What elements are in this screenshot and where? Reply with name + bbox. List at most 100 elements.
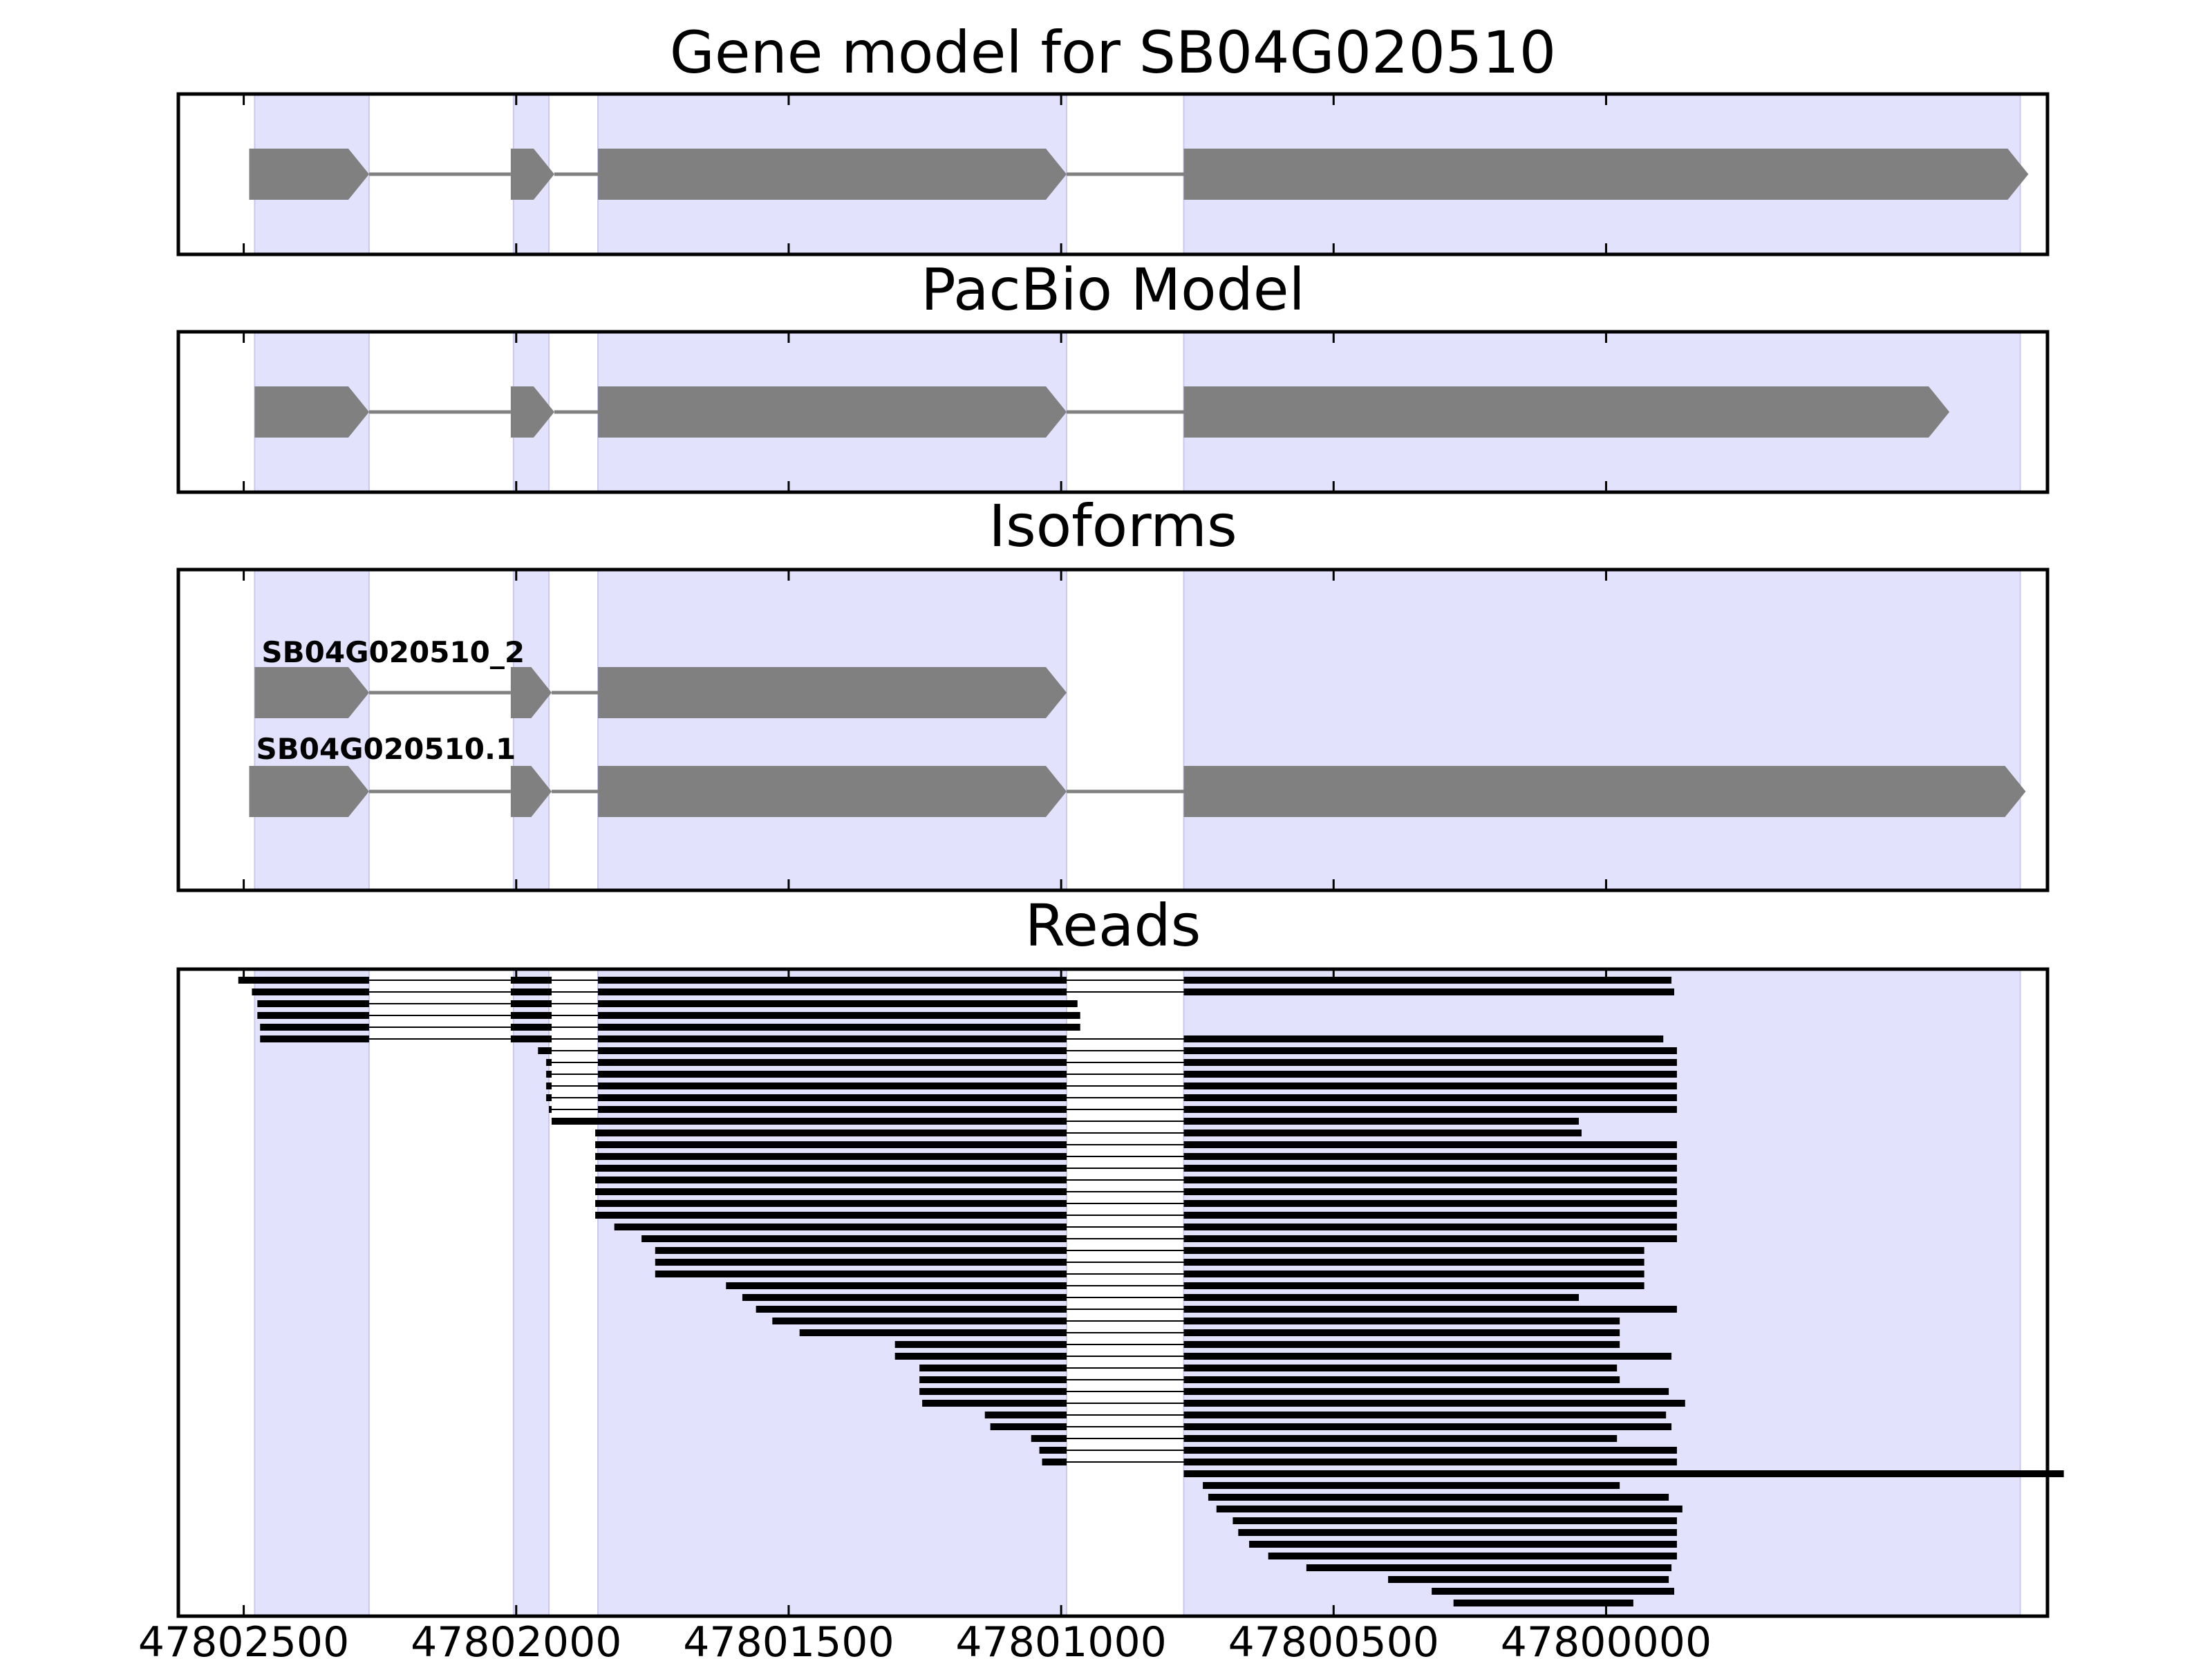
- read-block: [1183, 988, 1674, 995]
- read-block: [894, 1353, 1067, 1360]
- read: [595, 1177, 1677, 1183]
- read-block: [1183, 1329, 1620, 1336]
- read: [546, 1059, 1677, 1066]
- read: [1268, 1553, 1677, 1559]
- read-block: [260, 1024, 369, 1031]
- x-tick-label: 47801000: [955, 1618, 1166, 1659]
- shaded-exon-region: [512, 569, 550, 891]
- read: [894, 1341, 1620, 1348]
- read-block: [1208, 1494, 1669, 1501]
- read-block: [1183, 1059, 1677, 1066]
- exon-arrow: [510, 386, 554, 438]
- read-block: [1183, 1094, 1677, 1101]
- read-block: [1183, 1177, 1677, 1183]
- read-block: [598, 1082, 1067, 1089]
- isoform-label: SB04G020510_2: [261, 635, 525, 669]
- exon-arrow: [598, 386, 1067, 438]
- axes-frame: [176, 92, 2050, 256]
- read-block: [1183, 1470, 2064, 1477]
- read: [919, 1376, 1620, 1383]
- x-tick-label: 47800000: [1501, 1618, 1712, 1659]
- read-block: [552, 1118, 1067, 1125]
- panel-title: Gene model for SB04G020510: [670, 19, 1556, 86]
- read-block: [1216, 1506, 1683, 1512]
- shaded-exon-region: [512, 968, 550, 1617]
- shaded-exon-region: [597, 968, 1067, 1617]
- read: [595, 1188, 1677, 1195]
- read-block: [772, 1318, 1067, 1324]
- read-block: [538, 1047, 552, 1054]
- read: [772, 1318, 1620, 1324]
- read-block: [1183, 1247, 1644, 1254]
- read-block: [549, 1106, 552, 1113]
- shaded-exon-region: [597, 569, 1067, 891]
- read: [538, 1047, 1677, 1054]
- exon-arrow: [249, 766, 369, 817]
- read-block: [984, 1412, 1067, 1418]
- read: [546, 1082, 1677, 1089]
- exon-arrow: [1183, 766, 2026, 817]
- read-block: [598, 1000, 1078, 1007]
- read-block: [1183, 977, 1672, 984]
- read-block: [510, 1035, 552, 1042]
- read-block: [919, 1388, 1067, 1395]
- read-block: [614, 1224, 1067, 1230]
- read-block: [919, 1376, 1067, 1383]
- read-block: [1183, 1294, 1580, 1301]
- read-block: [598, 1094, 1067, 1101]
- read: [641, 1235, 1677, 1242]
- read-block: [510, 1012, 552, 1019]
- read-block: [598, 1059, 1067, 1066]
- read-block: [1249, 1541, 1677, 1548]
- read-block: [595, 1188, 1067, 1195]
- read-block: [641, 1235, 1067, 1242]
- read: [595, 1212, 1677, 1219]
- read-block: [238, 977, 369, 984]
- read-block: [1183, 1118, 1580, 1125]
- read-block: [894, 1341, 1067, 1348]
- read-block: [1183, 1341, 1620, 1348]
- read-block: [1183, 1165, 1677, 1172]
- read: [546, 1094, 1677, 1101]
- read-block: [595, 1153, 1067, 1160]
- read-block: [756, 1306, 1067, 1313]
- read-block: [598, 1012, 1080, 1019]
- read-block: [257, 1000, 369, 1007]
- read-block: [598, 1047, 1067, 1054]
- read-block: [1432, 1588, 1674, 1595]
- read-block: [1183, 1130, 1582, 1136]
- axes-frame: [176, 967, 2050, 1618]
- exon-arrow: [510, 149, 554, 200]
- read-block: [1183, 1353, 1672, 1360]
- read-block: [598, 1106, 1067, 1113]
- read: [1306, 1564, 1672, 1571]
- read: [742, 1294, 1580, 1301]
- axes-frame: [176, 330, 2050, 494]
- gene-track: [254, 386, 1950, 438]
- read-block: [1183, 1376, 1620, 1383]
- read: [1432, 1588, 1674, 1595]
- read: [799, 1329, 1620, 1336]
- shaded-exon-region: [1183, 569, 2021, 891]
- exon-arrow: [598, 149, 1067, 200]
- read-block: [922, 1400, 1067, 1407]
- read-block: [1042, 1459, 1067, 1465]
- read: [655, 1247, 1644, 1254]
- read-block: [1183, 1106, 1677, 1113]
- exon-arrow: [249, 149, 369, 200]
- read: [990, 1423, 1672, 1430]
- read: [919, 1365, 1618, 1371]
- read: [655, 1271, 1644, 1277]
- read: [552, 1118, 1580, 1125]
- read: [260, 1024, 1080, 1031]
- panel-3: Reads: [176, 892, 2064, 1618]
- exon-arrow: [254, 667, 369, 718]
- x-tick-label: 47801500: [683, 1618, 894, 1659]
- read-block: [1183, 1212, 1677, 1219]
- gene-track: SB04G020510_2: [254, 635, 1067, 718]
- shaded-exon-region: [254, 968, 370, 1617]
- read-block: [595, 1177, 1067, 1183]
- read-block: [598, 1024, 1080, 1031]
- read-block: [1183, 1459, 1677, 1465]
